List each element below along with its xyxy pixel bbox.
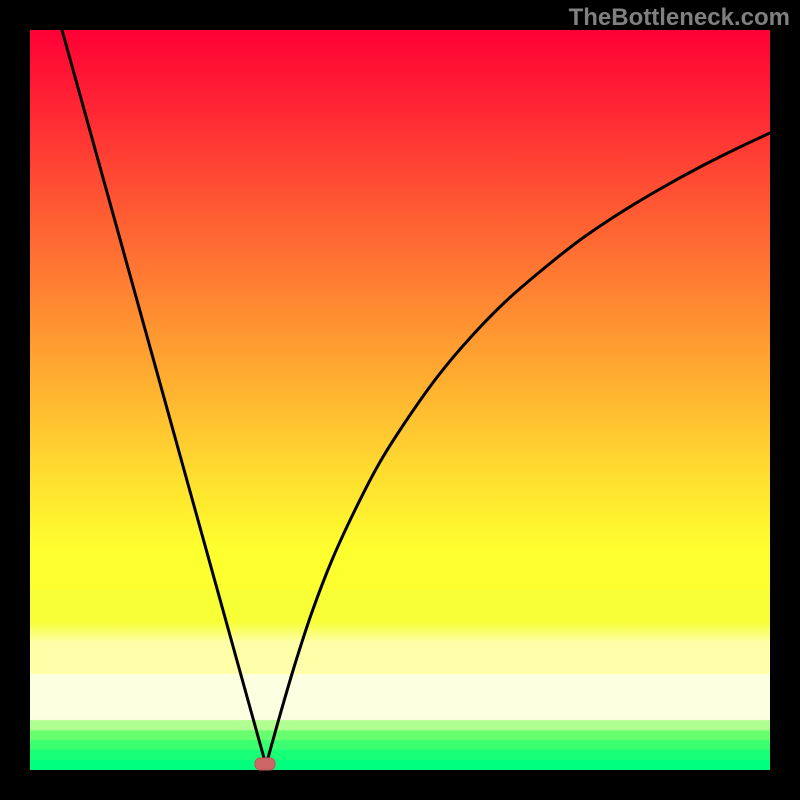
plot-background (30, 30, 770, 770)
vertex-marker (255, 758, 275, 770)
watermark-text: TheBottleneck.com (569, 4, 790, 32)
chart-svg (0, 0, 800, 800)
chart-frame: TheBottleneck.com (0, 0, 800, 800)
